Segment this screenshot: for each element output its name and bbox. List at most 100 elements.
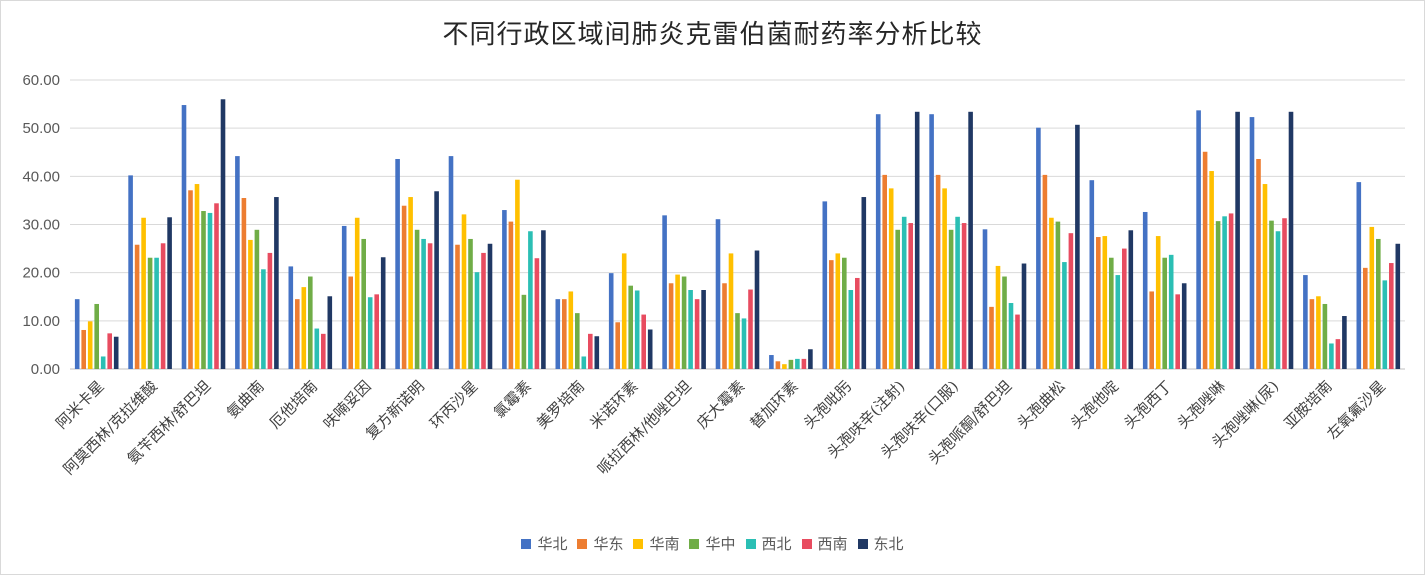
bar: [1168, 254, 1174, 369]
bar: [929, 114, 934, 369]
bar: [107, 333, 112, 369]
bar: [801, 358, 807, 369]
bar: [1142, 211, 1148, 369]
bar: [1021, 263, 1027, 369]
bar: [248, 239, 253, 369]
bar: [675, 274, 680, 369]
bar: [1342, 316, 1347, 369]
legend-item: 东北: [857, 533, 904, 554]
bar: [81, 329, 86, 369]
x-category-label: 阿米卡星: [52, 377, 107, 432]
bar: [861, 197, 867, 369]
bar: [581, 356, 587, 369]
x-category-label: 氯霉素: [490, 377, 535, 422]
x-category-label: 左氧氟沙星: [1323, 377, 1389, 443]
bar: [434, 191, 439, 369]
bar: [782, 364, 787, 369]
bar: [882, 174, 887, 369]
bar: [295, 299, 300, 369]
bar: [688, 290, 693, 369]
bar: [1196, 110, 1201, 369]
bar: [822, 201, 828, 369]
bar: [354, 217, 360, 369]
bar: [1049, 217, 1054, 369]
bar: [194, 184, 200, 369]
bar: [301, 287, 307, 369]
legend-swatch: [745, 538, 756, 549]
bar: [1015, 314, 1020, 369]
bar: [728, 253, 734, 369]
bar: [935, 174, 941, 369]
bar: [1363, 267, 1368, 369]
bar: [201, 211, 206, 369]
bar: [274, 197, 279, 369]
bar: [502, 210, 507, 369]
bar: [769, 355, 774, 369]
bar: [1329, 343, 1334, 369]
bar: [555, 299, 561, 369]
legend-label: 西南: [817, 535, 848, 553]
bar: [314, 328, 320, 369]
bar: [481, 252, 486, 369]
bar: [1002, 276, 1007, 369]
bar: [948, 229, 954, 369]
bar: [1389, 263, 1394, 369]
bar: [1356, 182, 1362, 369]
x-category-label: 美罗培南: [533, 377, 588, 432]
bar: [87, 321, 93, 369]
y-tick-label: 20.00: [22, 265, 60, 282]
x-category-label: 呋喃妥因: [319, 377, 374, 432]
bar: [961, 223, 967, 369]
x-category-label: 头孢曲松: [1014, 377, 1069, 432]
y-axis-tick-labels: 0.00 10.00 20.00 30.00 40.00 50.00 60.00: [22, 72, 60, 378]
bar: [989, 306, 994, 369]
bar: [128, 175, 133, 369]
bar: [608, 273, 614, 369]
bar: [214, 203, 219, 369]
x-category-label: 亚胺培南: [1281, 377, 1336, 432]
bar: [1209, 171, 1214, 369]
x-category-label: 头孢他啶: [1067, 377, 1122, 432]
bar: [982, 229, 988, 369]
bar: [455, 244, 460, 369]
bar: [261, 269, 266, 369]
bar: [367, 297, 373, 369]
bar: [380, 257, 386, 369]
bar: [1275, 231, 1281, 369]
bar: [1115, 275, 1121, 369]
bar: [327, 296, 333, 369]
bar: [942, 188, 947, 369]
legend-label: 华中: [705, 535, 736, 553]
bar: [1249, 117, 1255, 369]
y-tick-label: 10.00: [22, 313, 60, 330]
bar: [1122, 248, 1127, 369]
x-category-label: 头孢西丁: [1120, 377, 1175, 432]
bar: [1089, 180, 1095, 369]
bar: [1262, 184, 1268, 369]
bar: [1395, 243, 1401, 369]
bar: [348, 276, 353, 369]
bar: [741, 318, 747, 369]
chart-legend: 华北 华东 华南 华中 西北 西南 东北: [0, 533, 1425, 554]
bar: [267, 252, 273, 369]
bar: [1149, 291, 1154, 369]
bar: [1128, 230, 1134, 369]
legend-swatch: [801, 538, 812, 549]
legend-swatch: [521, 538, 532, 549]
bar: [701, 290, 706, 369]
bar: [588, 333, 593, 369]
bar: [1042, 174, 1048, 369]
bar: [528, 231, 533, 369]
bar: [241, 198, 247, 369]
x-category-label: 头孢吡肟: [800, 377, 855, 432]
x-category-label: 头孢唑啉: [1174, 377, 1229, 432]
bar: [154, 257, 159, 369]
bar: [1155, 236, 1161, 369]
bar: [875, 114, 881, 369]
bar: [628, 285, 633, 369]
bar: [748, 289, 753, 369]
legend-item: 西北: [745, 533, 792, 554]
bar: [634, 290, 640, 369]
